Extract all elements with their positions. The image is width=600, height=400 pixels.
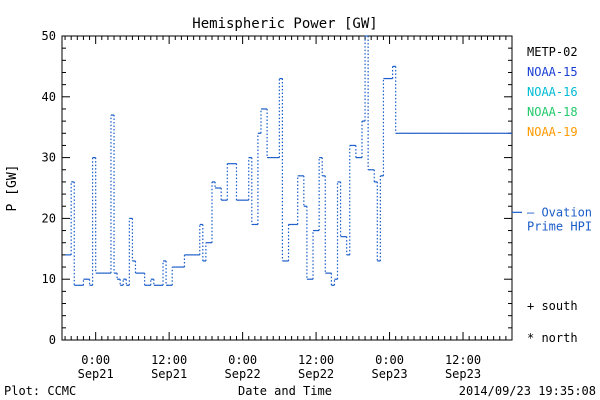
plot-frame	[61, 35, 513, 341]
x-tick-date-label: Sep23	[371, 367, 407, 381]
ovation-label: — Ovation	[527, 205, 592, 219]
x-tick-date-label: Sep21	[78, 367, 114, 381]
y-tick-label: 0	[49, 333, 56, 347]
y-tick-label: 30	[42, 151, 56, 165]
ovation-label: Prime HPI	[527, 219, 592, 233]
x-tick-date-label: Sep21	[151, 367, 187, 381]
y-axis-ticks: 0 10 20 30 40 50	[42, 29, 512, 347]
legend-item: METP-02	[527, 45, 578, 59]
marker-legend-item: * north	[527, 331, 578, 345]
x-tick-time-label: 12:00	[445, 353, 481, 367]
y-tick-label: 50	[42, 29, 56, 43]
x-axis-label: Date and Time	[238, 384, 332, 398]
timestamp: 2014/09/23 19:35:08	[459, 384, 596, 398]
x-tick-date-label: Sep23	[445, 367, 481, 381]
x-tick-time-label: 0:00	[228, 353, 257, 367]
legend-item: NOAA-15	[527, 65, 578, 79]
y-axis-label: P [GW]	[5, 165, 20, 212]
x-tick-time-label: 0:00	[375, 353, 404, 367]
x-axis-ticks: 0:00Sep2112:00Sep210:00Sep2212:00Sep220:…	[64, 36, 507, 381]
legend-item: NOAA-18	[527, 105, 578, 119]
y-tick-label: 10	[42, 272, 56, 286]
legend-item: NOAA-19	[527, 125, 578, 139]
series-layer	[65, 35, 512, 286]
x-tick-time-label: 12:00	[151, 353, 187, 367]
x-tick-date-label: Sep22	[225, 367, 261, 381]
legend-item: NOAA-16	[527, 85, 578, 99]
plot-credit: Plot: CCMC	[4, 384, 76, 398]
x-tick-time-label: 0:00	[81, 353, 110, 367]
y-tick-label: 40	[42, 90, 56, 104]
marker-legend-item: + south	[527, 299, 578, 313]
x-tick-date-label: Sep22	[298, 367, 334, 381]
series-ovation-prime-hpi	[65, 35, 512, 286]
legend: METP-02 NOAA-15 NOAA-16 NOAA-18 NOAA-19 — Ova…	[512, 45, 592, 345]
y-tick-label: 20	[42, 211, 56, 225]
chart-title: Hemispheric Power [GW]	[192, 16, 377, 32]
x-tick-time-label: 12:00	[298, 353, 334, 367]
